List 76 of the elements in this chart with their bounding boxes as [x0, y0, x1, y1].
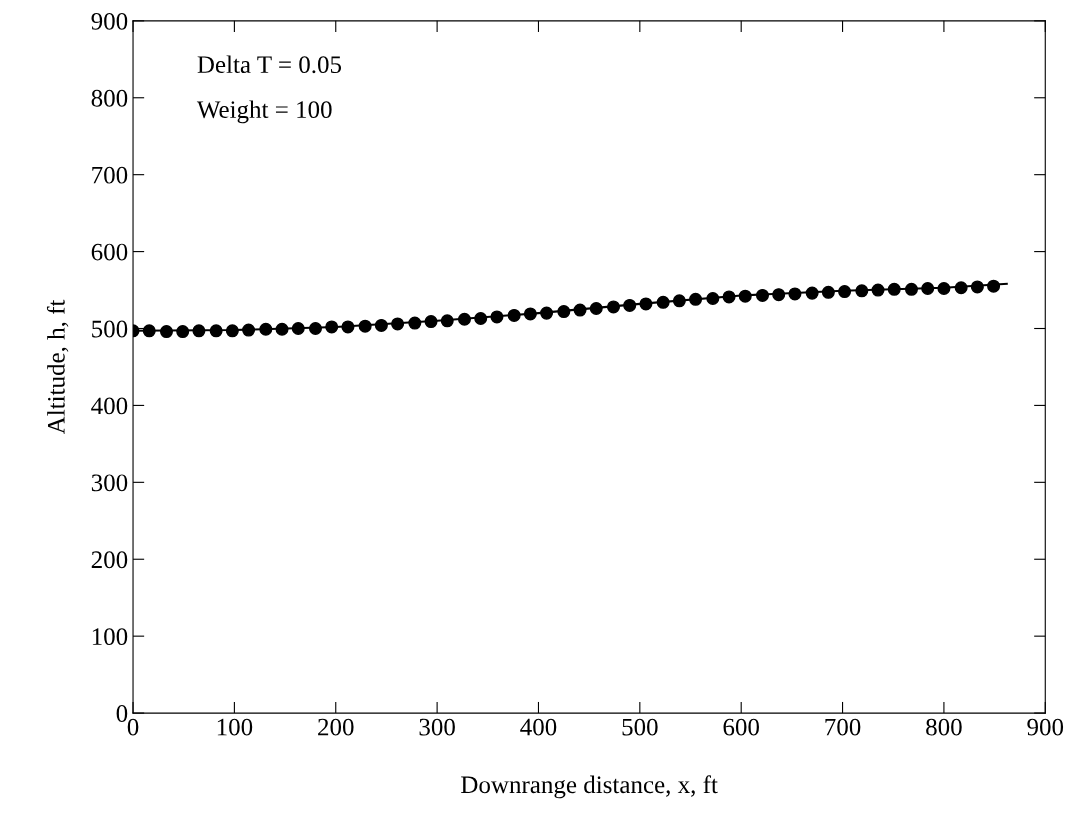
point	[821, 285, 835, 299]
point	[689, 292, 703, 306]
point	[259, 322, 273, 336]
point	[275, 322, 289, 336]
x-tick-label: 300	[419, 718, 455, 736]
point	[523, 307, 537, 321]
y-tick-label: 100	[92, 628, 128, 646]
point	[838, 285, 852, 299]
x-axis-title: Downrange distance, x, ft	[461, 775, 718, 799]
point	[904, 282, 918, 296]
point	[921, 282, 935, 296]
x-tick-label: 200	[318, 718, 354, 736]
point	[424, 315, 438, 329]
point	[358, 319, 372, 333]
y-tick-label: 700	[92, 166, 128, 184]
x-tick-label: 400	[520, 718, 557, 736]
point	[291, 321, 305, 336]
x-tick-label: 500	[622, 718, 658, 736]
point	[142, 324, 156, 338]
point	[639, 297, 653, 311]
point	[159, 325, 173, 339]
x-tick-label: 700	[825, 718, 861, 736]
point	[474, 311, 488, 326]
point	[855, 284, 869, 298]
point	[871, 283, 885, 297]
y-tick-label: 200	[91, 551, 128, 569]
point	[772, 288, 786, 302]
point	[573, 303, 587, 317]
annotation: Weight = 100	[196, 100, 332, 124]
point	[755, 288, 769, 302]
point	[805, 286, 819, 300]
point	[606, 300, 620, 314]
point	[557, 305, 571, 319]
x-tick-label: 900	[1027, 718, 1064, 736]
point	[738, 289, 752, 303]
x-tick-label: 600	[723, 718, 759, 736]
y-axis-title: Altitude, h, ft	[46, 299, 69, 435]
point	[623, 298, 637, 312]
point	[937, 282, 951, 296]
y-tick-label: 800	[91, 89, 128, 107]
y-tick-label: 500	[92, 320, 128, 338]
point	[507, 308, 521, 322]
point	[225, 324, 239, 338]
point	[209, 324, 223, 338]
point	[887, 282, 901, 296]
point	[672, 294, 686, 308]
y-tick-label: 600	[91, 243, 128, 261]
point	[325, 320, 339, 334]
point	[440, 314, 454, 328]
point	[706, 292, 720, 306]
point	[970, 280, 984, 294]
point	[408, 316, 422, 330]
annotation: Delta T = 0.05	[197, 55, 342, 74]
point	[987, 279, 1001, 293]
point	[954, 281, 968, 295]
point	[192, 324, 206, 338]
x-tick-label: 100	[217, 718, 253, 736]
x-tick-label: 800	[926, 718, 962, 736]
point	[308, 321, 322, 336]
point	[589, 302, 603, 316]
point	[788, 287, 802, 301]
y-tick-label: 300	[91, 474, 128, 492]
point	[490, 310, 504, 324]
y-tick-label: 0	[116, 705, 128, 722]
x-tick-label: 0	[127, 718, 139, 736]
point	[722, 290, 736, 304]
point	[457, 312, 471, 326]
y-tick-label: 900	[91, 12, 128, 30]
point	[391, 317, 405, 331]
point	[540, 306, 554, 320]
y-tick-label: 400	[91, 397, 128, 415]
point	[374, 318, 388, 332]
point	[656, 295, 670, 309]
point	[341, 320, 355, 334]
point	[242, 323, 256, 337]
point	[176, 325, 190, 339]
